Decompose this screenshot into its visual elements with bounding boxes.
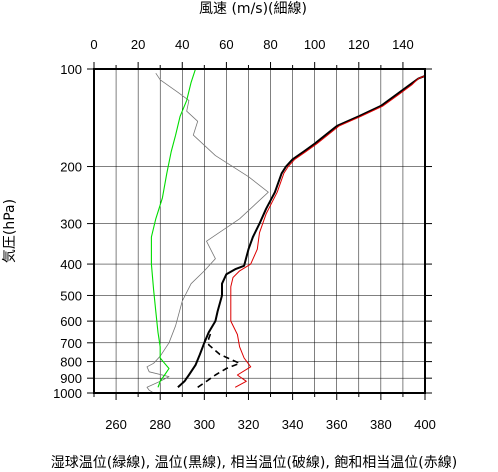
series-equivalent-potential-temperature [197,332,241,388]
left-axis-tick-label: 200 [60,160,82,175]
bottom-axis-tick-label: 260 [105,417,127,432]
top-axis-tick-label: 120 [348,37,370,52]
bottom-axis-tick-label: 300 [193,417,215,432]
top-axis-tick-label: 100 [304,37,326,52]
top-axis-tick-label: 40 [175,37,189,52]
top-axis-tick-label: 140 [392,37,414,52]
left-axis-tick-label: 1000 [53,386,82,401]
series-wet-bulb-potential-temperature [150,68,197,388]
series-saturated-equivalent-potential-temperature [230,75,426,388]
bottom-axis-tick-label: 320 [238,417,260,432]
left-axis-tick-label: 300 [60,217,82,232]
bottom-axis-tick-label: 400 [414,417,436,432]
top-axis-tick-label: 80 [263,37,277,52]
left-axis-tick-label: 700 [60,336,82,351]
grid-lines [94,69,425,393]
top-axis-tick-label: 20 [131,37,145,52]
bottom-axis-tick-label: 380 [370,417,392,432]
left-axis-tick-label: 900 [60,371,82,386]
left-axis-title: 気圧(hPa) [2,199,18,263]
plot-background [94,69,425,393]
plot-frame [93,68,426,394]
left-axis-tick-label: 400 [60,257,82,272]
left-axis-tick-label: 500 [60,288,82,303]
bottom-axis-tick-label: 360 [326,417,348,432]
left-axis-tick-label: 100 [60,62,82,77]
left-axis-tick-label: 800 [60,355,82,370]
bottom-axis-tick-label: 280 [149,417,171,432]
top-axis-tick-label: 0 [90,37,97,52]
left-axis-tick-label: 600 [60,314,82,329]
top-axis-tick-label: 60 [219,37,233,52]
top-axis-title: 風速 (m/s)(細線) [199,1,307,17]
bottom-axis-title: 湿球温位(緑線), 温位(黒線), 相当温位(破線), 飽和相当温位(赤線) [51,454,457,471]
bottom-axis-tick-label: 340 [282,417,304,432]
series-potential-temperature [177,74,426,389]
series-wind-speed [146,72,269,394]
series-layer [146,68,426,394]
